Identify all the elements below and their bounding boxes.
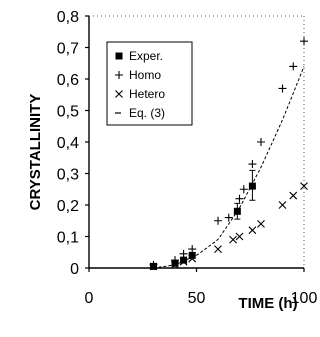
legend-marker-hetero-shape <box>115 90 123 98</box>
point-hetero <box>188 254 197 263</box>
y-tick-label: 0,4 <box>57 135 79 152</box>
point-hetero <box>278 201 287 209</box>
point-homo <box>248 160 257 169</box>
point-homo-shape <box>171 256 179 265</box>
x-axis-title: TIME (h) <box>238 295 297 312</box>
y-tick-label: 0,8 <box>57 9 79 26</box>
point-homo <box>188 245 197 254</box>
point-homo-shape <box>179 249 188 258</box>
axis-ticks: 0 0,1 0,2 0,3 0,4 0,5 0,6 0,7 0,8 0 50 100 <box>57 9 318 307</box>
y-axis-title: CRYSTALLINITY <box>27 94 44 211</box>
point-exper-shape <box>188 251 196 259</box>
legend-label-exper: Exper. <box>129 49 163 63</box>
point-hetero-shape <box>188 254 197 263</box>
point-hetero <box>214 245 222 253</box>
point-homo <box>278 84 287 93</box>
legend-label-eq-3: Eq. (3) <box>129 106 165 120</box>
legend-label-hetero: Hetero <box>129 87 165 101</box>
point-homo-shape <box>278 84 287 93</box>
point-homo-shape <box>289 62 298 71</box>
point-homo-shape <box>224 213 233 222</box>
y-tick-label: 0,7 <box>57 41 79 58</box>
point-exper-shape <box>180 256 188 264</box>
data-marks <box>149 37 308 271</box>
point-hetero-shape <box>300 182 308 190</box>
legend-marker-exper-shape <box>115 52 123 60</box>
legend-marker-homo <box>115 71 123 79</box>
y-tick-label: 0,3 <box>57 167 79 184</box>
legend-marker-hetero <box>115 90 123 98</box>
point-hetero-shape <box>257 220 265 228</box>
point-homo <box>235 194 244 203</box>
point-homo-shape <box>239 185 248 194</box>
x-tick-label: 50 <box>188 290 206 307</box>
point-homo-shape <box>248 160 257 169</box>
point-homo <box>214 216 222 225</box>
point-homo-shape <box>235 194 244 203</box>
x-tick-label: 0 <box>85 290 94 307</box>
point-homo <box>171 256 179 265</box>
point-homo <box>289 62 298 71</box>
legend: Exper. Homo Hetero Eq. (3) <box>106 41 193 126</box>
point-hetero-shape <box>278 201 287 209</box>
y-tick-label: 0,1 <box>57 230 79 247</box>
series-curve-eq-3 <box>153 66 305 269</box>
point-hetero <box>235 232 244 241</box>
point-hetero-shape <box>214 245 222 253</box>
point-exper <box>188 251 196 259</box>
point-hetero <box>257 220 265 228</box>
point-homo <box>300 37 308 46</box>
y-tick-label: 0,2 <box>57 198 79 215</box>
point-hetero <box>149 262 158 271</box>
point-homo <box>257 138 265 146</box>
point-hetero-shape <box>179 257 188 266</box>
point-homo-shape <box>188 245 197 254</box>
point-hetero <box>179 257 188 266</box>
point-hetero-shape <box>149 262 158 271</box>
y-tick-label: 0,6 <box>57 72 79 89</box>
y-tick-label: 0,5 <box>57 104 79 121</box>
legend-marker-exper <box>115 52 123 60</box>
point-hetero-shape <box>229 235 237 244</box>
point-hetero <box>300 182 308 190</box>
x-tick-label: 100 <box>291 290 318 307</box>
point-hetero-shape <box>235 232 244 241</box>
point-homo <box>224 213 233 222</box>
point-hetero <box>248 226 257 235</box>
legend-marker-homo-shape <box>115 71 123 79</box>
point-homo-shape <box>300 37 308 46</box>
y-tick-label: 0 <box>70 261 79 278</box>
point-exper <box>180 256 188 264</box>
point-exper <box>248 182 256 190</box>
point-hetero <box>289 191 298 200</box>
point-hetero-shape <box>289 191 298 200</box>
point-homo-shape <box>257 138 265 146</box>
point-exper-shape <box>248 182 256 190</box>
legend-label-homo: Homo <box>129 68 161 82</box>
point-hetero <box>229 235 237 244</box>
point-homo <box>239 185 248 194</box>
point-homo <box>179 249 188 258</box>
point-hetero-shape <box>248 226 257 235</box>
point-homo-shape <box>214 216 222 225</box>
